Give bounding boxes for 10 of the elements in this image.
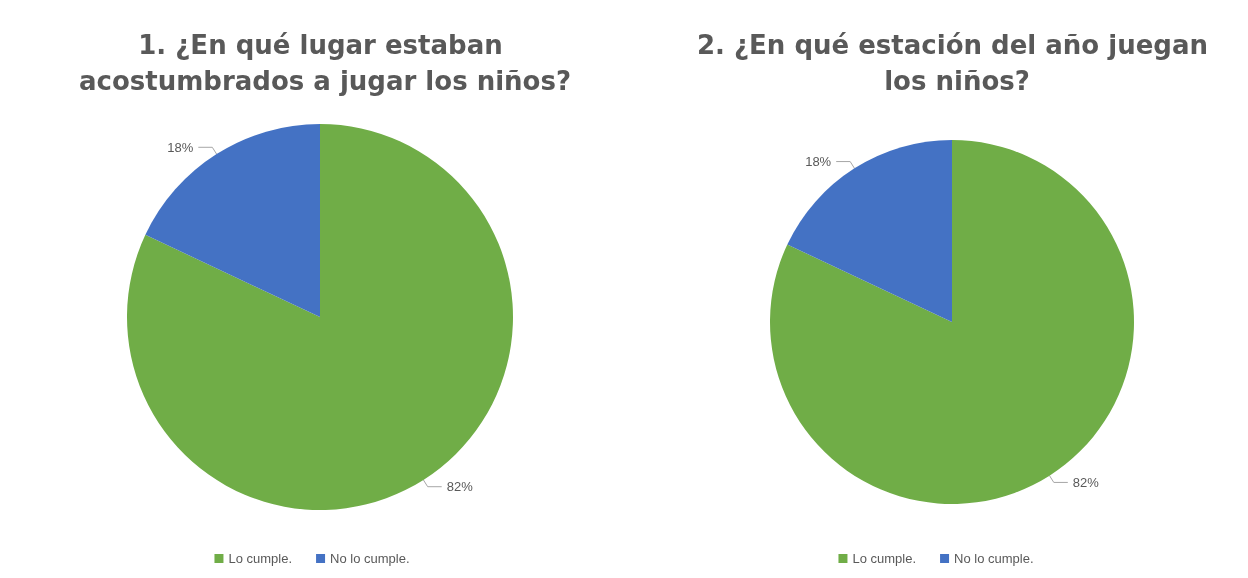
chart-title: 2. ¿En qué estación del año juegan los niños?	[696, 30, 1218, 96]
legend-label: Lo cumple.	[228, 551, 293, 566]
data-label: 18%	[167, 139, 194, 155]
legend-label: Lo cumple.	[852, 551, 917, 566]
data-label: 82%	[1072, 474, 1100, 490]
legend-label: No lo cumple.	[330, 551, 410, 566]
data-label: 18%	[805, 154, 832, 170]
data-label: 82%	[446, 479, 474, 495]
legend-label: No lo cumple.	[954, 551, 1034, 566]
chart-title: 1. ¿En qué lugar estaban acostumbrados a jugar los niños?	[78, 30, 572, 96]
